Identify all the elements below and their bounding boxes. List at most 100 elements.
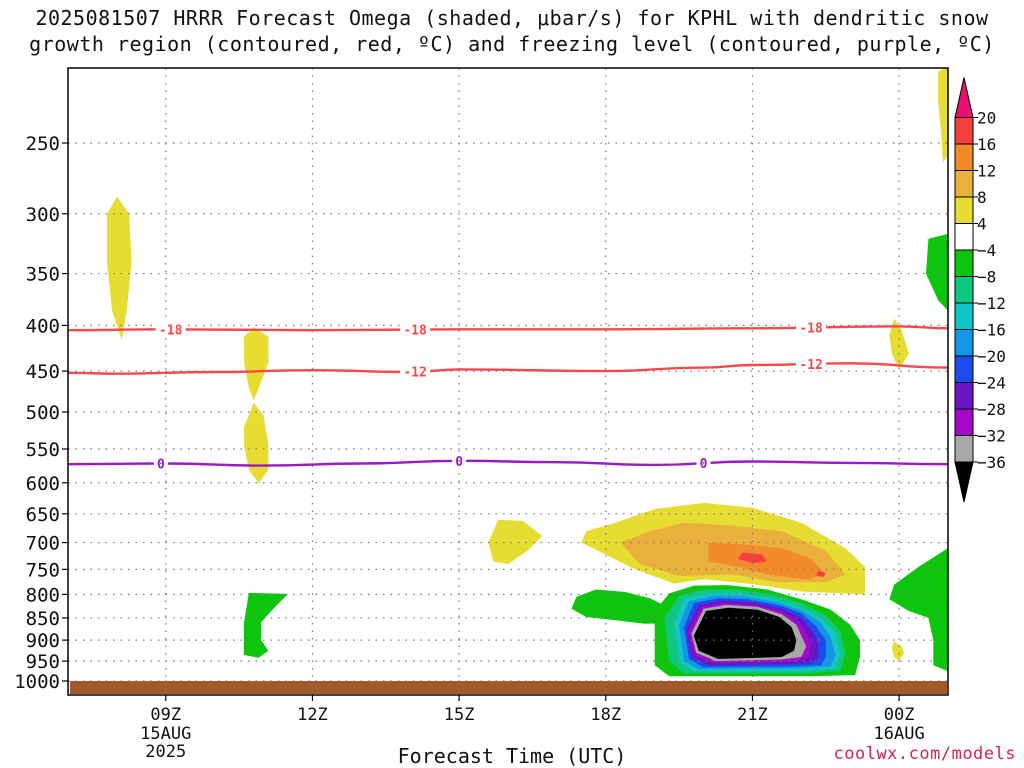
contour-label-bg [452, 453, 467, 468]
colorbar-segment [954, 382, 974, 410]
chart-title-line1: 2025081507 HRRR Forecast Omega (shaded, … [35, 6, 989, 30]
x-tick-label: 21Z [737, 705, 768, 725]
colorbar-segment [954, 170, 974, 198]
colorbar-segment [954, 117, 974, 145]
omega-region [889, 548, 948, 672]
y-tick-label: 1000 [14, 671, 60, 693]
omega-region [816, 570, 826, 577]
colorbar-label: 8 [977, 188, 987, 207]
colorbar-segment [954, 276, 974, 304]
y-tick-label: 950 [26, 651, 60, 673]
contour-label: 0 [700, 457, 708, 472]
omega-region [938, 68, 948, 163]
credit-text: coolwx.com/models [833, 744, 1016, 764]
colorbar-segment [954, 408, 974, 436]
y-tick-label: 700 [26, 533, 60, 555]
y-tick-label: 550 [26, 439, 60, 461]
contour-label-bg [153, 456, 168, 471]
omega-region [244, 402, 269, 484]
x-tick-sublabel: 2025 [145, 742, 186, 762]
plot-frame [67, 67, 949, 696]
x-tick-sublabel: 16AUG [874, 724, 925, 744]
omega-region [889, 318, 909, 370]
colorbar-label: −8 [977, 268, 996, 287]
ground-band-rect [70, 681, 947, 694]
colorbar-segment [954, 223, 974, 251]
contour-label-bg [796, 356, 827, 371]
y-tick-label: 600 [26, 473, 60, 495]
x-tick-sublabel: 15AUG [140, 724, 191, 744]
contour-label-bg [796, 320, 827, 335]
y-tick-label: 400 [26, 315, 60, 337]
colorbar-segment [954, 302, 974, 330]
colorbar-label: −24 [977, 374, 1006, 393]
colorbar-top-arrow [954, 77, 974, 118]
x-tick-label: 09Z [150, 705, 181, 725]
contour-label: -18 [799, 322, 823, 337]
chart-title-line2: growth region (contoured, red, ºC) and f… [29, 32, 995, 56]
x-tick-label: 12Z [297, 705, 328, 725]
contour-lines: -18 -18 -18 -12 -12 0 0 0 [68, 320, 948, 473]
colorbar-label: 12 [977, 162, 996, 181]
grid-lines [68, 68, 948, 695]
colorbar-segment [954, 249, 974, 277]
y-tick-label: 500 [26, 402, 60, 424]
omega-region [488, 519, 543, 565]
contour-label-bg [696, 456, 711, 471]
contour-label-bg [400, 322, 431, 337]
y-tick-label: 350 [26, 264, 60, 286]
y-tick-label: 900 [26, 630, 60, 652]
colorbar-segment [954, 329, 974, 357]
omega-region [737, 552, 768, 564]
colorbar-label: −20 [977, 347, 1006, 366]
colorbar-bottom-arrow [954, 461, 974, 503]
x-tick-label: 00Z [884, 705, 915, 725]
omega-region [244, 592, 288, 658]
colorbar-label: −4 [977, 241, 996, 260]
contour-label-bg [400, 364, 431, 379]
y-tick-label: 800 [26, 584, 60, 606]
omega-region [891, 641, 904, 662]
omega-region [926, 233, 948, 311]
y-tick-label: 250 [26, 133, 60, 155]
contour-label: -12 [403, 366, 426, 381]
colorbar-label: −12 [977, 294, 1006, 313]
omega-region [244, 327, 269, 401]
y-tick-label: 750 [26, 559, 60, 581]
y-tick-label: 650 [26, 504, 60, 526]
y-tick-label: 300 [26, 204, 60, 226]
contour-line [68, 325, 948, 332]
omega-shaded-regions [107, 68, 948, 677]
colorbar-label: −16 [977, 321, 1006, 340]
contour-line [68, 362, 948, 375]
contour-label: -18 [159, 323, 183, 338]
contour-line [68, 459, 948, 467]
colorbar-label: −36 [977, 453, 1006, 472]
contour-label: 0 [455, 455, 463, 470]
y-tick-label: 850 [26, 608, 60, 630]
colorbar-segment [954, 143, 974, 171]
colorbar-label: 4 [977, 215, 987, 234]
colorbar-segment [954, 355, 974, 383]
colorbar-label: 20 [977, 109, 996, 128]
x-axis-label: Forecast Time (UTC) [397, 744, 627, 768]
colorbar-label: −32 [977, 427, 1006, 446]
y-tick-label: 450 [26, 361, 60, 383]
x-tick-label: 15Z [444, 705, 475, 725]
omega-region [708, 542, 826, 580]
colorbar-label: 16 [977, 135, 996, 154]
axes: 2503003504004505005506006507007508008509… [14, 67, 949, 762]
omega-region [107, 196, 132, 340]
omega-region [693, 607, 797, 659]
colorbar-segment [954, 196, 974, 224]
contour-label-bg [155, 322, 186, 337]
x-tick-label: 18Z [590, 705, 621, 725]
omega-region [571, 589, 680, 624]
contour-label: -12 [799, 358, 822, 373]
contour-label: 0 [157, 458, 165, 473]
ground-band [70, 681, 947, 694]
contour-label: -18 [403, 324, 427, 339]
colorbar-label: −28 [977, 400, 1006, 419]
colorbar-segment [954, 435, 974, 463]
